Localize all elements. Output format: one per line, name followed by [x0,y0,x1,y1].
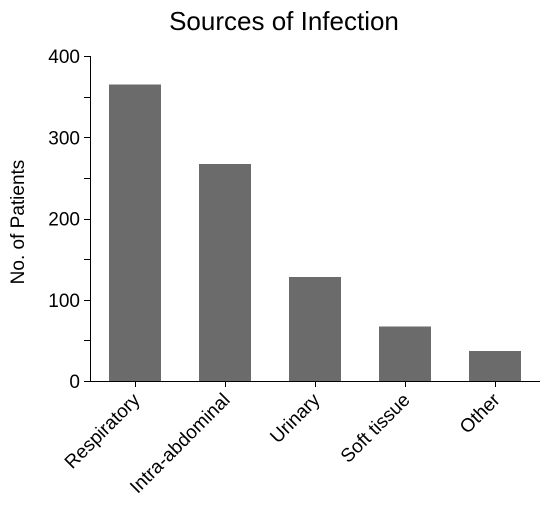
chart-title: Sources of Infection [169,6,399,36]
y-tick-label: 0 [69,372,80,393]
y-tick-label: 100 [48,291,80,312]
bar-urinary [288,277,342,381]
y-axis-ticks: 0 100 200 300 400 [48,47,90,393]
bars-group [108,84,522,382]
y-tick-label: 400 [48,47,80,68]
y-tick-label: 200 [48,210,80,231]
x-tick-label: Urinary [266,389,324,447]
y-axis-label: No. of Patients [8,160,29,285]
x-tick-label: Soft tissue [337,390,415,468]
x-tick-label: Respiratory [61,389,145,473]
bar-other [468,350,522,381]
bar-respiratory [108,84,162,382]
bar-intra-abdominal [198,164,252,381]
y-tick-label: 300 [48,128,80,149]
bar-soft-tissue [378,326,432,381]
x-tick-label: Other [456,389,505,438]
